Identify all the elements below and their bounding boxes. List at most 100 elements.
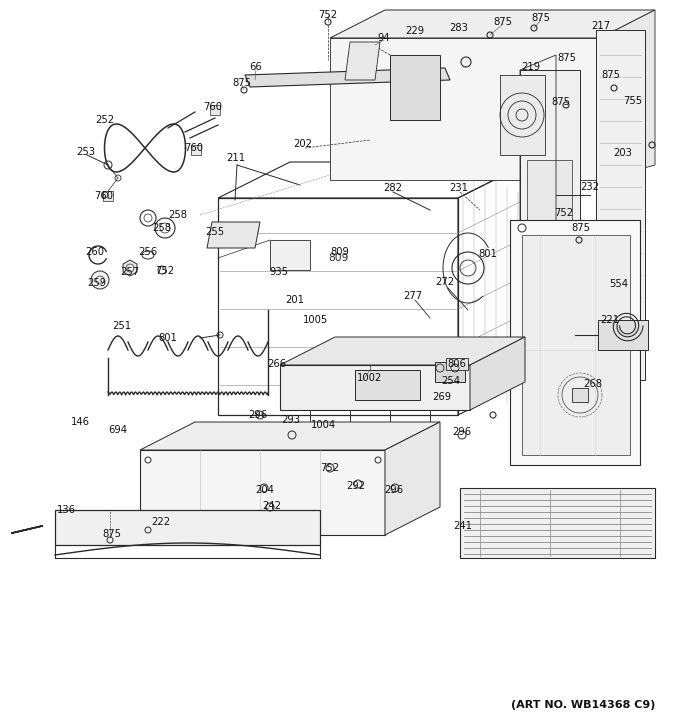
Text: 260: 260 (86, 247, 105, 257)
Polygon shape (390, 55, 440, 120)
Circle shape (91, 271, 109, 289)
Polygon shape (280, 337, 525, 365)
Polygon shape (103, 191, 113, 201)
Polygon shape (527, 270, 572, 330)
Polygon shape (330, 10, 655, 38)
Polygon shape (123, 260, 137, 276)
Polygon shape (572, 388, 588, 402)
Text: 554: 554 (609, 279, 628, 289)
Text: 875: 875 (532, 13, 551, 23)
Text: 875: 875 (233, 78, 252, 88)
Text: 258: 258 (152, 223, 171, 233)
Text: 875: 875 (551, 97, 571, 107)
Text: 806: 806 (447, 359, 466, 369)
Text: 241: 241 (454, 521, 473, 531)
Text: 296: 296 (248, 410, 267, 420)
Text: 229: 229 (405, 26, 424, 36)
Polygon shape (435, 362, 465, 382)
Polygon shape (55, 510, 320, 545)
Polygon shape (280, 365, 470, 410)
Polygon shape (355, 370, 420, 400)
Text: 201: 201 (286, 295, 305, 305)
Polygon shape (598, 320, 648, 350)
Text: 259: 259 (88, 278, 107, 288)
Text: 242: 242 (262, 501, 282, 511)
Text: 760: 760 (95, 191, 114, 201)
Text: 94: 94 (377, 33, 390, 43)
Text: 809: 809 (330, 247, 350, 257)
Polygon shape (520, 70, 580, 400)
Text: 283: 283 (449, 23, 469, 33)
Text: 755: 755 (624, 96, 643, 106)
Text: 694: 694 (109, 425, 128, 435)
Text: 875: 875 (558, 53, 577, 63)
Text: 277: 277 (403, 291, 422, 301)
Polygon shape (345, 435, 355, 445)
Polygon shape (305, 435, 315, 445)
Text: 272: 272 (435, 277, 454, 287)
Text: 146: 146 (71, 417, 90, 427)
Polygon shape (245, 68, 450, 87)
Text: 269: 269 (432, 392, 452, 402)
Polygon shape (600, 10, 655, 180)
Text: 875: 875 (571, 223, 590, 233)
Polygon shape (385, 435, 395, 445)
Polygon shape (330, 38, 600, 180)
Polygon shape (470, 337, 525, 410)
Text: 231: 231 (449, 183, 469, 193)
Text: 204: 204 (256, 485, 275, 495)
Text: 809: 809 (328, 253, 348, 263)
Text: 875: 875 (494, 17, 513, 27)
Polygon shape (140, 450, 385, 535)
Text: 266: 266 (267, 359, 286, 369)
Text: 801: 801 (479, 249, 498, 259)
Text: 202: 202 (294, 139, 313, 149)
Text: 875: 875 (602, 70, 620, 80)
Text: 221: 221 (600, 315, 619, 325)
Text: 217: 217 (592, 21, 611, 31)
Text: 935: 935 (269, 267, 288, 277)
Text: 752: 752 (320, 463, 339, 473)
Text: 66: 66 (250, 62, 262, 72)
Text: (ART NO. WB14368 C9): (ART NO. WB14368 C9) (511, 700, 655, 710)
Text: 253: 253 (76, 147, 95, 157)
Polygon shape (270, 240, 310, 270)
Polygon shape (527, 160, 572, 250)
Text: 1005: 1005 (303, 315, 328, 325)
Polygon shape (385, 422, 440, 535)
Text: 257: 257 (120, 267, 139, 277)
Text: 1004: 1004 (311, 420, 335, 430)
Text: 256: 256 (139, 247, 158, 257)
Text: 252: 252 (95, 115, 114, 125)
Text: 258: 258 (169, 210, 188, 220)
Text: 203: 203 (613, 148, 632, 158)
Polygon shape (345, 42, 380, 80)
Text: 752: 752 (554, 208, 573, 218)
Polygon shape (460, 488, 655, 558)
Text: 282: 282 (384, 183, 403, 193)
Text: 255: 255 (205, 227, 224, 237)
Text: 760: 760 (203, 102, 222, 112)
Text: 293: 293 (282, 415, 301, 425)
Text: 1002: 1002 (358, 373, 383, 383)
Text: 296: 296 (452, 427, 471, 437)
Text: 752: 752 (318, 10, 337, 20)
Text: 211: 211 (226, 153, 245, 163)
Polygon shape (191, 145, 201, 155)
Text: 254: 254 (441, 376, 460, 386)
Polygon shape (210, 105, 220, 115)
Text: 251: 251 (112, 321, 131, 331)
Text: 219: 219 (522, 62, 541, 72)
Polygon shape (140, 422, 440, 450)
Text: 136: 136 (56, 505, 75, 515)
Polygon shape (446, 358, 468, 370)
Text: 292: 292 (346, 481, 366, 491)
Text: 268: 268 (583, 379, 602, 389)
Polygon shape (522, 235, 630, 455)
Polygon shape (425, 435, 435, 445)
Text: 232: 232 (581, 182, 600, 192)
Polygon shape (500, 75, 545, 155)
Polygon shape (596, 30, 645, 380)
Text: 222: 222 (152, 517, 171, 527)
Text: 752: 752 (156, 266, 175, 276)
